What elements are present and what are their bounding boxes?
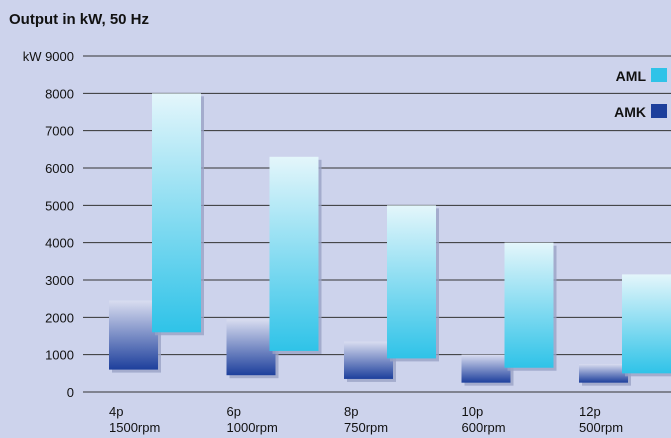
- y-tick-label: kW 9000: [23, 49, 74, 64]
- y-tick-label: 5000: [45, 198, 74, 213]
- y-tick-label: 4000: [45, 236, 74, 251]
- legend-swatch-amk: [651, 104, 667, 118]
- bar-aml-10p: [504, 242, 554, 368]
- x-tick-label: 12p: [579, 404, 601, 419]
- bar-amk-12p: [579, 364, 628, 383]
- y-tick-label: 8000: [45, 86, 74, 101]
- x-tick-label: 8p: [344, 404, 358, 419]
- y-tick-label: 3000: [45, 273, 74, 288]
- bar-amk-4p: [109, 300, 158, 370]
- chart-title: Output in kW, 50 Hz: [9, 11, 150, 28]
- x-tick-label-rpm: 1500rpm: [109, 420, 160, 435]
- bar-aml-6p: [269, 156, 319, 351]
- x-tick-label: 4p: [109, 404, 123, 419]
- x-tick-label-rpm: 750rpm: [344, 420, 388, 435]
- x-tick-label: 6p: [227, 404, 241, 419]
- x-tick-label-rpm: 1000rpm: [227, 420, 278, 435]
- bar-amk-6p: [226, 319, 276, 376]
- legend-swatch-aml: [651, 68, 667, 82]
- bar-aml-12p: [622, 274, 671, 374]
- legend-label-amk: AMK: [614, 104, 646, 120]
- legend-label-aml: AML: [616, 68, 647, 84]
- x-tick-label-rpm: 500rpm: [579, 420, 623, 435]
- bar-aml-8p: [387, 205, 436, 359]
- bar-amk-10p: [461, 354, 511, 383]
- y-tick-label: 6000: [45, 161, 74, 176]
- x-tick-label-rpm: 600rpm: [462, 420, 506, 435]
- bar-aml-4p: [152, 93, 201, 333]
- bar-amk-8p: [344, 341, 393, 379]
- y-tick-label: 1000: [45, 348, 74, 363]
- y-tick-label: 7000: [45, 124, 74, 139]
- y-tick-label: 0: [67, 385, 74, 400]
- y-tick-label: 2000: [45, 310, 74, 325]
- x-tick-label: 10p: [462, 404, 484, 419]
